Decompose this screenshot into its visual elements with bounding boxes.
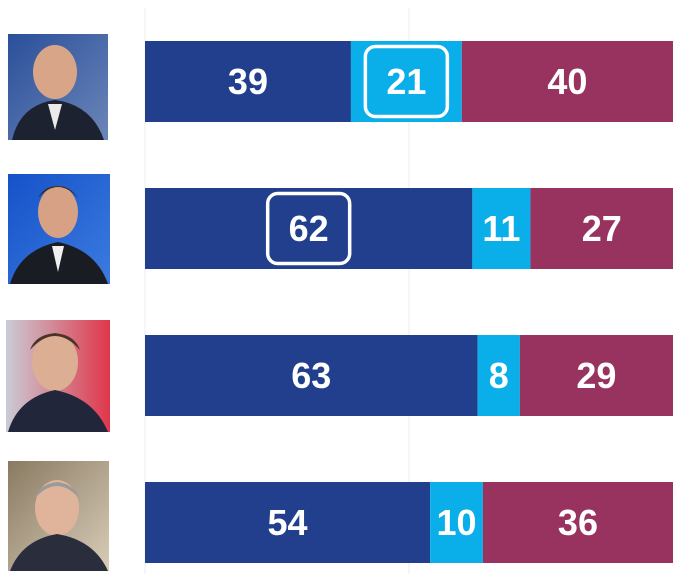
value-label: 21 [386, 61, 426, 102]
photo [8, 34, 108, 140]
bar-segment [350, 41, 462, 122]
bar-segment [145, 188, 473, 269]
bar-segment [477, 335, 520, 416]
value-label: 39 [228, 61, 268, 102]
bar-segment [461, 41, 673, 122]
bar-segment [430, 482, 483, 563]
value-label: 36 [558, 502, 598, 543]
bar-segment [145, 335, 478, 416]
highlight-box [265, 191, 352, 266]
bar-segment [482, 482, 673, 563]
photo [8, 461, 109, 571]
photo [6, 320, 110, 432]
bar-segment [145, 482, 431, 563]
bar-segment [519, 335, 673, 416]
value-label: 27 [582, 208, 622, 249]
bar-segment [472, 188, 531, 269]
value-label: 8 [489, 355, 509, 396]
bar-segment [145, 41, 351, 122]
value-label: 63 [291, 355, 331, 396]
value-label: 62 [289, 208, 329, 249]
photo [8, 174, 110, 284]
value-label: 29 [576, 355, 616, 396]
highlight-box [363, 44, 450, 119]
value-label: 40 [547, 61, 587, 102]
value-label: 54 [268, 502, 308, 543]
bar-segment [530, 188, 673, 269]
value-label: 11 [482, 208, 520, 249]
value-label: 10 [436, 502, 476, 543]
